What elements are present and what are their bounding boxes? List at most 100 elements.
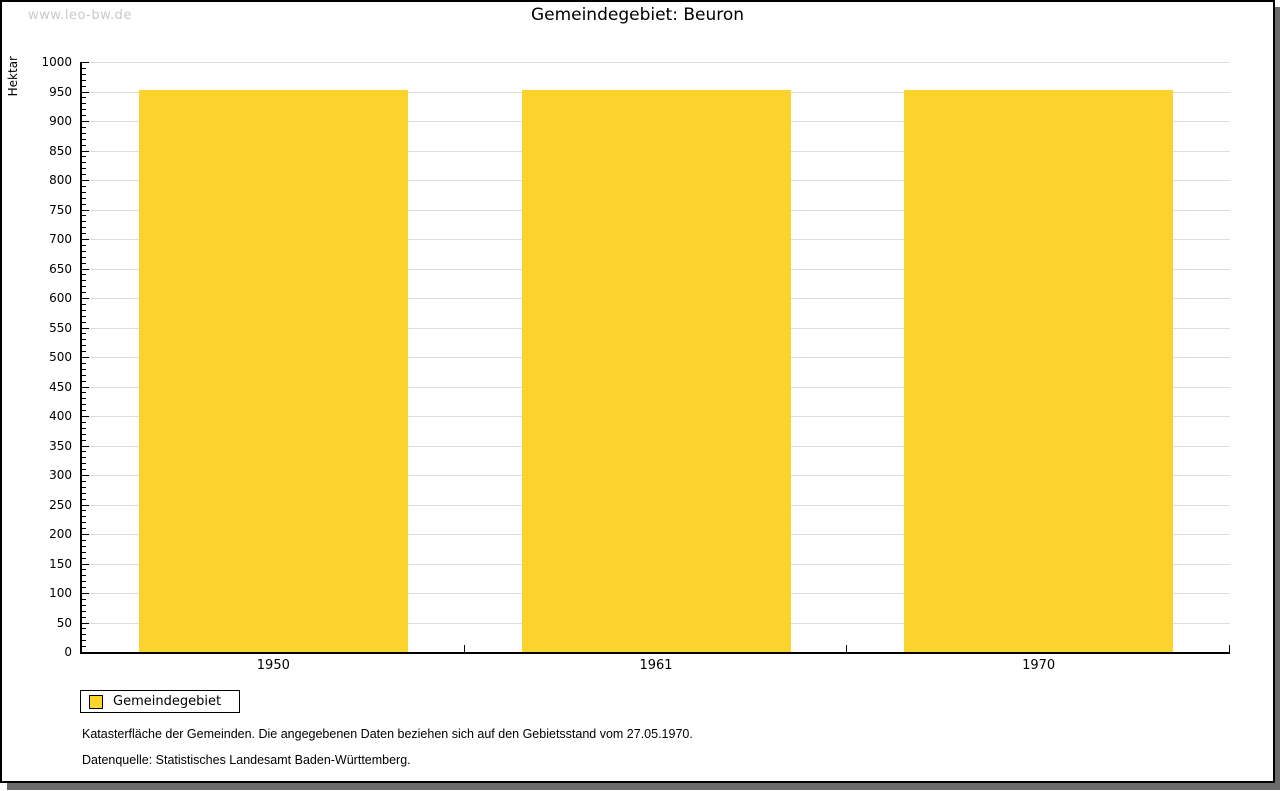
- y-minor-tick: [82, 262, 86, 264]
- y-tick-label: 600: [49, 291, 72, 305]
- y-minor-tick: [82, 73, 86, 75]
- y-minor-tick: [82, 103, 86, 105]
- y-minor-tick: [82, 486, 86, 488]
- y-minor-tick: [82, 463, 86, 465]
- y-minor-tick: [82, 598, 86, 600]
- y-minor-tick: [82, 244, 86, 246]
- y-minor-tick: [82, 587, 86, 589]
- y-minor-tick: [82, 628, 86, 630]
- y-minor-tick: [82, 97, 86, 99]
- y-tick-label: 1000: [41, 55, 72, 69]
- bar-1950: [138, 90, 408, 652]
- y-minor-tick: [82, 345, 86, 347]
- y-major-tick: [82, 593, 89, 594]
- y-minor-tick: [82, 569, 86, 571]
- y-tick-label: 550: [49, 320, 72, 335]
- y-minor-tick: [82, 185, 86, 187]
- y-minor-tick: [82, 551, 86, 553]
- y-minor-tick: [82, 451, 86, 453]
- watermark: www.leo-bw.de: [28, 8, 132, 23]
- y-major-tick: [82, 298, 89, 299]
- y-minor-tick: [82, 274, 86, 276]
- y-major-tick: [82, 386, 89, 388]
- y-major-tick: [82, 357, 89, 358]
- y-major-tick: [82, 239, 89, 240]
- y-minor-tick: [82, 398, 86, 400]
- y-major-tick: [82, 180, 89, 181]
- y-tick-label: 0: [64, 645, 72, 659]
- y-tick-label: 150: [49, 556, 72, 571]
- y-minor-tick: [82, 138, 86, 140]
- y-minor-tick: [82, 433, 86, 435]
- y-minor-tick: [82, 85, 86, 87]
- y-minor-tick: [82, 522, 86, 524]
- y-minor-tick: [82, 646, 86, 648]
- y-tick-label: 500: [49, 350, 72, 364]
- y-tick-label: 300: [49, 468, 72, 482]
- y-minor-tick: [82, 516, 86, 518]
- y-minor-tick: [82, 168, 86, 170]
- y-minor-tick: [82, 575, 86, 577]
- y-minor-tick: [82, 109, 86, 111]
- x-boundary-tick: [1229, 645, 1230, 652]
- y-axis-label: Hektar: [6, 56, 20, 97]
- y-minor-tick: [82, 581, 86, 583]
- y-minor-tick: [82, 333, 86, 335]
- y-minor-tick: [82, 557, 86, 559]
- y-minor-tick: [82, 545, 86, 547]
- x-tick-label: 1950: [256, 658, 290, 673]
- y-major-tick: [82, 445, 89, 447]
- y-major-tick: [82, 62, 89, 63]
- x-tick-label: 1961: [639, 658, 673, 673]
- y-minor-tick: [82, 640, 86, 642]
- y-minor-tick: [82, 457, 86, 459]
- y-minor-tick: [82, 197, 86, 199]
- y-major-tick: [82, 209, 89, 211]
- y-minor-tick: [82, 132, 86, 134]
- y-minor-tick: [82, 392, 86, 394]
- y-minor-tick: [82, 321, 86, 323]
- y-tick-label: 200: [49, 527, 72, 541]
- legend-label: Gemeindegebiet: [113, 694, 222, 709]
- y-major-tick: [82, 91, 89, 93]
- y-major-tick: [82, 534, 89, 535]
- y-minor-tick: [82, 309, 86, 311]
- y-minor-tick: [82, 439, 86, 441]
- y-minor-tick: [82, 528, 86, 530]
- y-minor-tick: [82, 404, 86, 406]
- y-tick-label: 50: [56, 615, 72, 630]
- y-minor-tick: [82, 174, 86, 176]
- y-minor-tick: [82, 115, 86, 117]
- y-minor-tick: [82, 126, 86, 128]
- chart-title: Gemeindegebiet: Beuron: [530, 5, 745, 25]
- y-minor-tick: [82, 421, 86, 423]
- y-minor-tick: [82, 339, 86, 341]
- y-tick-label: 650: [49, 261, 72, 276]
- y-minor-tick: [82, 380, 86, 382]
- y-minor-tick: [82, 227, 86, 229]
- y-minor-tick: [82, 144, 86, 146]
- y-tick-label: 800: [49, 173, 72, 187]
- y-tick-label: 850: [49, 143, 72, 158]
- y-minor-tick: [82, 256, 86, 258]
- y-minor-tick: [82, 469, 86, 471]
- y-minor-tick: [82, 427, 86, 429]
- gridline: [82, 62, 1230, 63]
- y-minor-tick: [82, 498, 86, 500]
- y-tick-label: 700: [49, 232, 72, 246]
- y-major-tick: [82, 475, 89, 476]
- y-minor-tick: [82, 203, 86, 205]
- y-tick-label: 350: [49, 438, 72, 453]
- y-tick-label: 100: [49, 586, 72, 600]
- y-minor-tick: [82, 191, 86, 193]
- footnote-datenquelle: Datenquelle: Statistisches Landesamt Bad…: [82, 753, 411, 767]
- y-minor-tick: [82, 368, 86, 370]
- y-minor-tick: [82, 156, 86, 158]
- footnote-gebietsstand: Katasterfläche der Gemeinden. Die angege…: [82, 727, 693, 741]
- y-tick-label: 950: [49, 84, 72, 99]
- y-minor-tick: [82, 610, 86, 612]
- y-minor-tick: [82, 410, 86, 412]
- y-tick-label: 900: [49, 114, 72, 128]
- y-minor-tick: [82, 362, 86, 364]
